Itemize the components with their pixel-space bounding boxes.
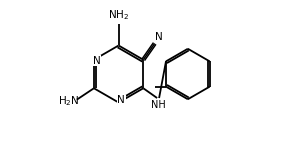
Text: NH: NH — [151, 100, 165, 110]
Text: N: N — [117, 95, 125, 105]
Text: N: N — [155, 32, 163, 42]
Text: NH$_2$: NH$_2$ — [108, 8, 129, 22]
Text: H$_2$N: H$_2$N — [58, 94, 79, 108]
Text: N: N — [93, 56, 100, 66]
